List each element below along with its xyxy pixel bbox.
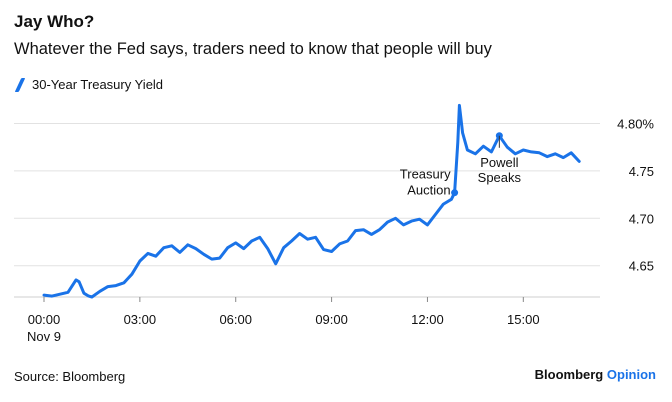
x-tick-label: 15:00 xyxy=(507,312,540,327)
y-tick-label: 4.75 xyxy=(629,164,654,179)
chart-subtitle: Whatever the Fed says, traders need to k… xyxy=(14,40,492,58)
y-axis-ticks: 4.65 4.70 4.75 4.80% xyxy=(617,116,654,273)
source-note: Source: Bloomberg xyxy=(14,369,126,384)
brand-opinion: Opinion xyxy=(606,367,656,382)
x-tick-sublabel: Nov 9 xyxy=(27,329,61,344)
legend: 30-Year Treasury Yield xyxy=(14,77,164,92)
x-tick-label: 00:00 xyxy=(28,312,61,327)
x-tick-label: 12:00 xyxy=(411,312,444,327)
y-tick-label: 4.80% xyxy=(617,116,654,131)
x-tick-label: 03:00 xyxy=(124,312,157,327)
x-tick-label: 06:00 xyxy=(219,312,252,327)
series-line-30yr-yield xyxy=(42,103,581,299)
chart-title: Jay Who? xyxy=(14,12,95,31)
annotation-label: Treasury xyxy=(400,167,451,182)
brand-logo: Bloomberg Opinion xyxy=(535,367,656,382)
annotation-label: Speaks xyxy=(478,170,522,185)
annotation-label: Auction xyxy=(407,183,450,198)
y-tick-label: 4.70 xyxy=(629,211,654,226)
annotation-label: Powell xyxy=(480,155,518,170)
x-axis-ticks: 00:00 Nov 9 03:00 06:00 09:00 12:00 15:00 xyxy=(27,297,540,344)
legend-label: 30-Year Treasury Yield xyxy=(32,77,164,92)
annotation-marker xyxy=(451,189,459,197)
brand-bloomberg: Bloomberg xyxy=(534,367,604,382)
y-tick-label: 4.65 xyxy=(629,259,654,274)
gridlines xyxy=(14,122,600,267)
x-tick-label: 09:00 xyxy=(315,312,348,327)
